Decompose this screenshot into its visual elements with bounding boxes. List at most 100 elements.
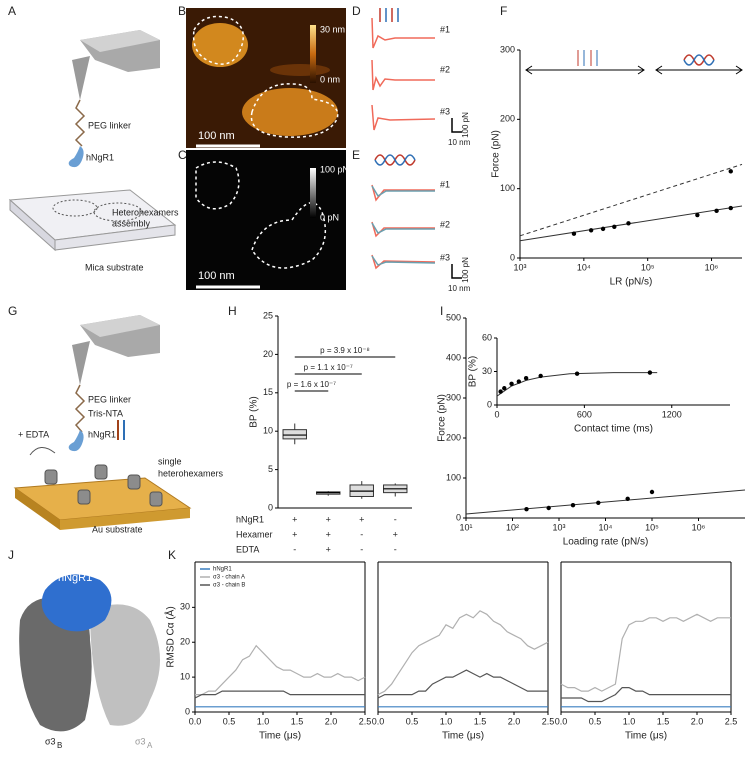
data-point — [626, 221, 631, 226]
condition-name: Hexamer — [236, 529, 273, 539]
data-point — [502, 386, 507, 391]
panel-label: E — [352, 148, 360, 162]
y-tick-label: 300 — [500, 44, 515, 54]
condition-value: + — [326, 544, 331, 554]
data-point — [574, 371, 580, 376]
condition-value: + — [292, 529, 297, 539]
x-tick-label: 2.5 — [542, 716, 555, 726]
label: hNgR1 — [86, 152, 114, 162]
x-tick-label: 10² — [506, 522, 519, 532]
y-tick-label: 20 — [263, 349, 273, 359]
x-tick-label: 0.0 — [189, 716, 202, 726]
condition-value: - — [360, 529, 363, 539]
x-axis-label: Contact time (ms) — [574, 424, 653, 435]
x-tick-label: 0.0 — [372, 716, 385, 726]
data-point — [516, 379, 522, 384]
x-axis-label: Time (μs) — [625, 731, 667, 742]
condition-name: hNgR1 — [236, 514, 264, 524]
panel-label: H — [228, 304, 237, 318]
data-point — [600, 226, 606, 232]
condition-value: + — [393, 529, 398, 539]
y-tick-label: 0 — [487, 399, 492, 409]
series-line — [377, 669, 548, 699]
y-tick-label: 0 — [268, 502, 273, 512]
y-tick-label: 30 — [482, 366, 492, 376]
p-value: p = 1.1 x 10⁻⁷ — [304, 363, 353, 372]
condition-value: - — [394, 544, 397, 554]
y-tick-label: 100 — [446, 472, 461, 482]
scalebar-label: 100 nm — [198, 130, 235, 142]
x-axis-label: Time (μs) — [259, 731, 301, 742]
panel-label: K — [168, 548, 176, 562]
data-point — [570, 503, 576, 508]
label: Heterohexamers — [112, 207, 179, 217]
panel-label: F — [500, 4, 507, 18]
y-tick-label: 0 — [185, 706, 190, 716]
x-tick-label: 1.5 — [657, 716, 670, 726]
x-tick-label: 10⁴ — [599, 522, 613, 532]
label: PEG linker — [88, 120, 131, 130]
legend-label: hNgR1 — [213, 567, 232, 573]
label: σ3 — [135, 736, 146, 746]
label: hNgR1 — [88, 429, 116, 439]
y-tick-label: 30 — [180, 602, 190, 612]
fit-line — [496, 372, 658, 397]
y-tick-label: 10 — [180, 671, 190, 681]
x-tick-label: 1.0 — [257, 716, 270, 726]
force-traces — [371, 154, 462, 279]
label: PEG linker — [88, 394, 131, 404]
trace-label: #1 — [440, 24, 450, 34]
data-point — [524, 507, 529, 512]
panel-label: G — [8, 304, 17, 318]
data-point — [523, 376, 529, 381]
scale-label: 100 pN — [320, 164, 349, 174]
label: σ3 — [45, 736, 56, 746]
data-point — [695, 212, 700, 218]
x-tick-label: 1.0 — [623, 716, 636, 726]
x-tick-label: 10³ — [513, 262, 526, 272]
y-tick-label: 200 — [500, 114, 515, 124]
label: single — [158, 456, 182, 466]
trace-label: #2 — [440, 64, 450, 74]
x-tick-label: 2.0 — [325, 716, 338, 726]
y-tick-label: 5 — [268, 464, 273, 474]
data-point — [596, 500, 601, 505]
series-line — [560, 613, 731, 692]
x-tick-label: 0.5 — [589, 716, 602, 726]
series-line — [377, 610, 549, 696]
x-tick-label: 0.5 — [406, 716, 419, 726]
trace-label: #3 — [440, 252, 450, 262]
y-tick-label: 200 — [446, 432, 461, 442]
label: hNgR1 — [58, 572, 92, 584]
series-line — [195, 644, 366, 696]
y-tick-label: 15 — [263, 387, 273, 397]
series-line — [561, 687, 731, 703]
trace-label: #3 — [440, 106, 450, 116]
y-axis-label: Force (pN) — [437, 394, 448, 442]
data-point — [728, 169, 733, 174]
y-tick-label: 400 — [446, 352, 461, 362]
panel-label: J — [8, 548, 14, 562]
scale-label: 10 nm — [448, 138, 471, 147]
trace-label: #2 — [440, 219, 450, 229]
scale-label: 30 nm — [320, 24, 345, 34]
panel-label: A — [8, 4, 16, 18]
label: + EDTA — [18, 429, 49, 439]
x-tick-label: 2.0 — [691, 716, 704, 726]
afm-diagram — [13, 315, 192, 530]
condition-value: + — [326, 514, 331, 524]
x-tick-label: 10⁴ — [577, 262, 591, 272]
force-traces — [371, 8, 462, 133]
y-tick-label: 25 — [263, 310, 273, 320]
y-tick-label: 0 — [456, 512, 461, 522]
condition-value: + — [326, 529, 331, 539]
scale-label: 10 nm — [448, 284, 471, 293]
p-value: p = 3.9 x 10⁻⁸ — [320, 346, 370, 355]
x-tick-label: 10⁶ — [692, 522, 706, 532]
y-axis-label: BP (%) — [468, 356, 479, 388]
y-tick-label: 300 — [446, 392, 461, 402]
x-tick-label: 2.5 — [725, 716, 738, 726]
y-axis-label: Force (pN) — [491, 130, 502, 178]
panel-label: B — [178, 4, 186, 18]
